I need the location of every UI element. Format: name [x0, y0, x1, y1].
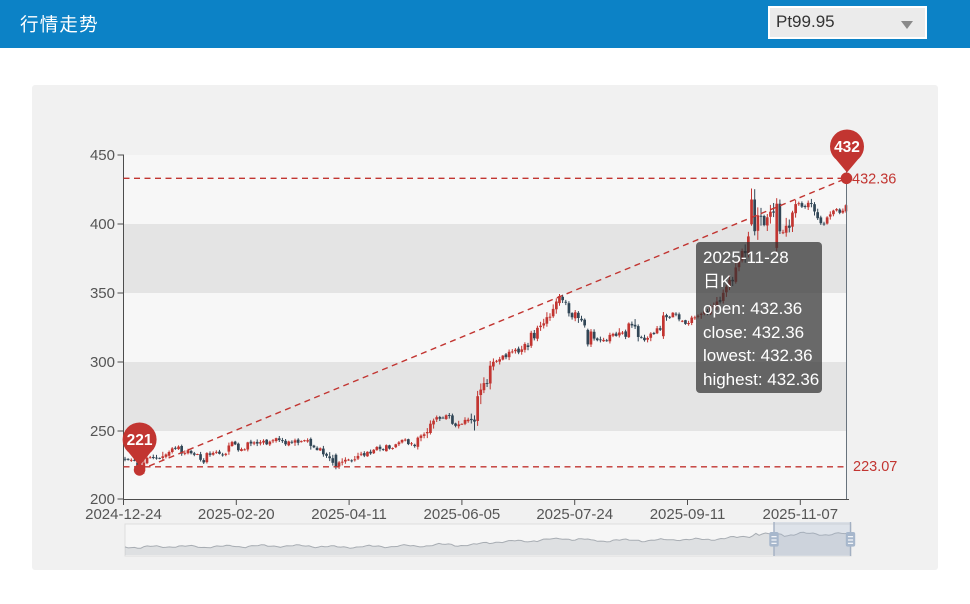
svg-text:2025-07-24: 2025-07-24: [536, 506, 613, 523]
svg-text:432: 432: [834, 139, 860, 156]
svg-text:400: 400: [90, 216, 115, 233]
svg-text:350: 350: [90, 285, 115, 302]
svg-text:221: 221: [127, 432, 153, 449]
svg-text:2025-06-05: 2025-06-05: [424, 506, 501, 523]
svg-text:250: 250: [90, 423, 115, 440]
svg-text:2025-11-07: 2025-11-07: [762, 506, 838, 523]
svg-text:2024-12-24: 2024-12-24: [85, 506, 162, 523]
svg-text:450: 450: [90, 147, 115, 164]
svg-text:200: 200: [90, 491, 115, 508]
svg-text:2025-02-20: 2025-02-20: [198, 506, 275, 523]
svg-text:300: 300: [90, 354, 115, 371]
svg-text:432.36: 432.36: [852, 172, 896, 188]
svg-text:2025-09-11: 2025-09-11: [650, 506, 726, 523]
svg-text:2025-04-11: 2025-04-11: [311, 506, 387, 523]
svg-text:223.07: 223.07: [853, 459, 897, 475]
